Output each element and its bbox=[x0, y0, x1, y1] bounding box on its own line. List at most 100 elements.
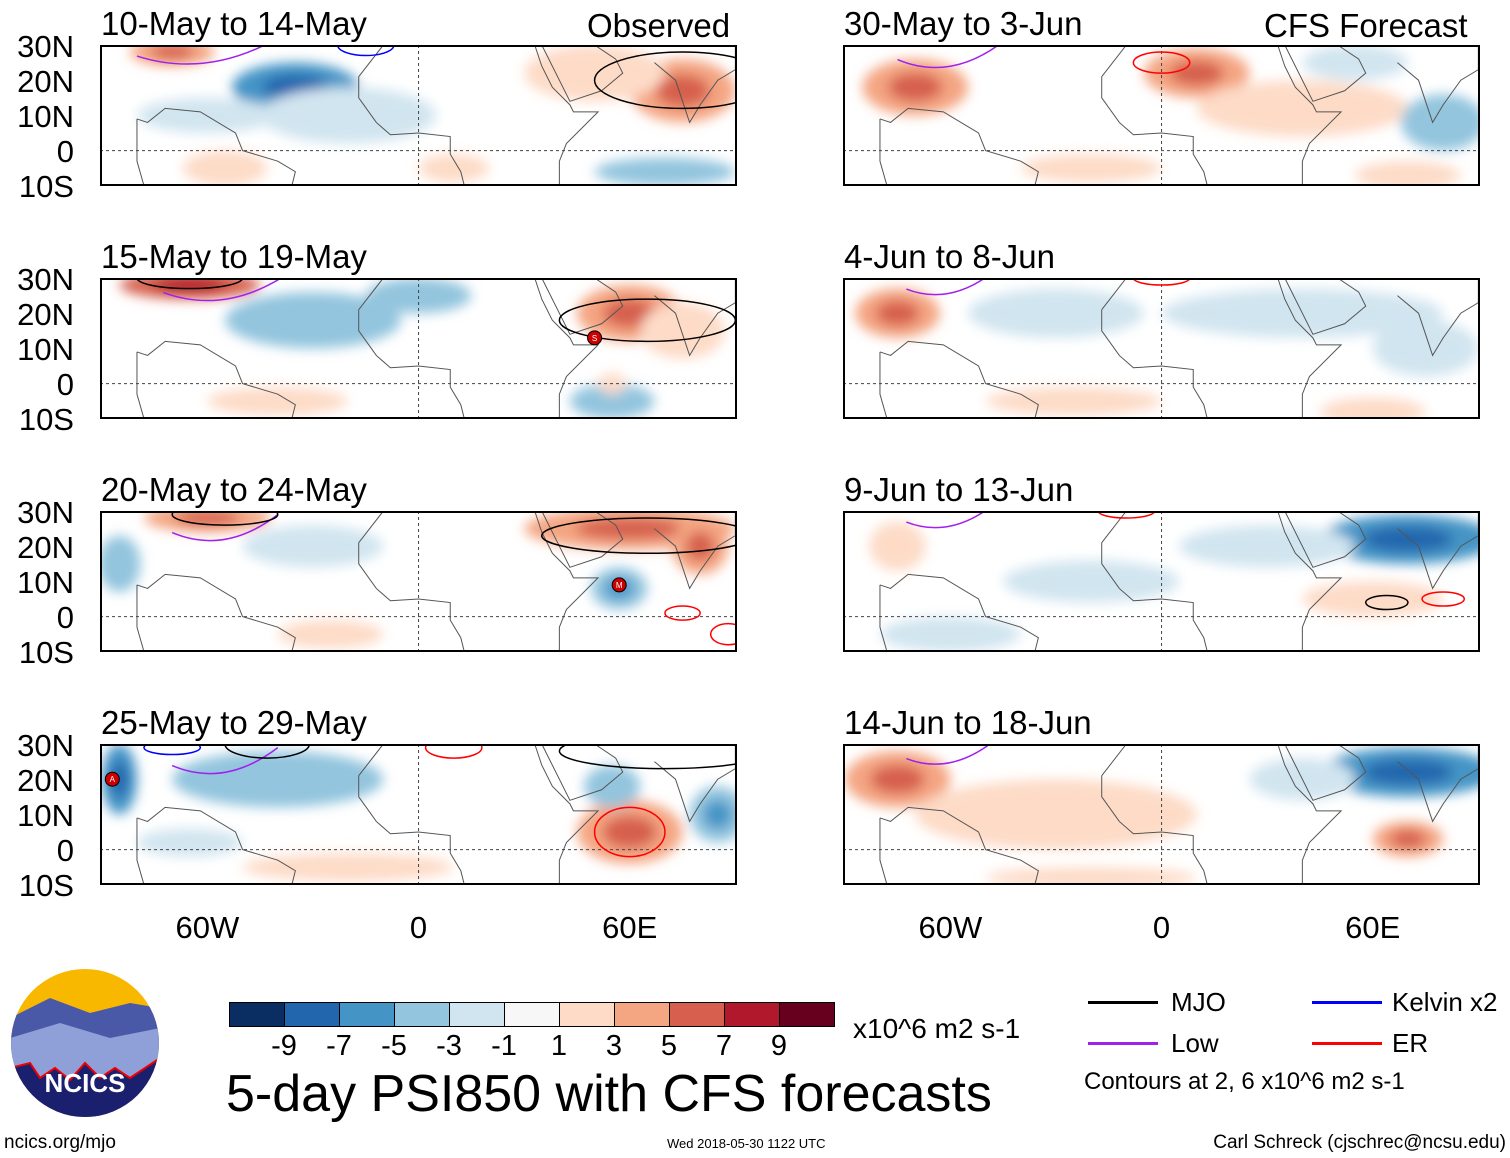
lat-tick: 30N bbox=[17, 262, 74, 297]
panel-title: 20-May to 24-May bbox=[101, 471, 367, 508]
anomaly-shading bbox=[602, 815, 657, 849]
anomaly-shading bbox=[1319, 397, 1426, 419]
legend-kelvin-line bbox=[1312, 1001, 1382, 1004]
colorbar-swatch bbox=[505, 1003, 560, 1026]
lat-tick: 30N bbox=[17, 728, 74, 763]
map-svg: A bbox=[100, 744, 737, 885]
lat-tick: 0 bbox=[56, 600, 74, 635]
anomaly-shading bbox=[915, 779, 1197, 850]
panel-title: 25-May to 29-May bbox=[101, 704, 367, 741]
coastline bbox=[1101, 511, 1343, 652]
map-svg: S bbox=[100, 278, 737, 419]
panel-title: 10-May to 14-May bbox=[101, 5, 367, 42]
colorbar-swatch bbox=[670, 1003, 725, 1026]
coastline bbox=[541, 45, 624, 102]
coastline bbox=[541, 278, 624, 335]
map-panel: A bbox=[100, 744, 737, 885]
coastline bbox=[1284, 45, 1367, 102]
coastline bbox=[136, 573, 296, 652]
anomaly-shading bbox=[174, 511, 240, 526]
wave-contour bbox=[541, 517, 737, 554]
coastline bbox=[1284, 278, 1367, 335]
lon-tick: 60E bbox=[602, 910, 658, 945]
map-panel bbox=[843, 45, 1480, 186]
lat-tick: 10N bbox=[17, 798, 74, 833]
coastline bbox=[1284, 744, 1367, 801]
colorbar-swatch bbox=[230, 1003, 285, 1026]
wave-contour bbox=[664, 605, 701, 621]
anomaly-shading bbox=[594, 157, 736, 186]
lat-tick: 20N bbox=[17, 763, 74, 798]
coastline bbox=[136, 107, 296, 186]
wave-contour bbox=[593, 806, 666, 858]
cyclone-label: M bbox=[616, 581, 623, 590]
coastline bbox=[358, 511, 600, 652]
anomaly-shading bbox=[1355, 161, 1461, 186]
tropical-cyclone-icon bbox=[611, 577, 627, 593]
map-panel: S bbox=[100, 278, 737, 419]
wave-contour bbox=[171, 511, 279, 526]
colorbar-label: 5 bbox=[660, 1030, 678, 1062]
colorbar-label: -1 bbox=[491, 1030, 517, 1062]
legend-low-line bbox=[1088, 1042, 1158, 1045]
map-panel bbox=[843, 511, 1480, 652]
anomaly-shading bbox=[870, 764, 925, 794]
anomaly-shading bbox=[640, 302, 725, 359]
wave-contour bbox=[224, 744, 311, 759]
wave-contour bbox=[558, 744, 737, 770]
anomaly-shading bbox=[1372, 320, 1479, 377]
colorbar-units: x10^6 m2 s-1 bbox=[853, 1013, 1021, 1044]
coastline bbox=[1284, 511, 1367, 568]
low-contour bbox=[906, 744, 991, 765]
anomaly-shading bbox=[584, 765, 641, 808]
wave-contour bbox=[424, 744, 483, 759]
colorbar bbox=[229, 1002, 835, 1027]
anomaly-shading bbox=[602, 298, 657, 328]
anomaly-shading bbox=[100, 535, 141, 592]
anomaly-shading bbox=[888, 72, 943, 102]
anomaly-shading bbox=[879, 616, 1021, 652]
anomaly-shading bbox=[1020, 154, 1162, 183]
footer-author: Carl Schreck (cjschrec@ncsu.edu) bbox=[1213, 1132, 1506, 1153]
anomaly-shading bbox=[365, 278, 472, 314]
lat-tick: 30N bbox=[17, 29, 74, 64]
map-frame bbox=[843, 278, 1480, 419]
lon-tick: 60E bbox=[1345, 910, 1401, 945]
coastline bbox=[879, 573, 1039, 652]
anomaly-shading bbox=[1169, 60, 1224, 86]
coastline bbox=[136, 340, 296, 419]
anomaly-shading bbox=[967, 288, 1144, 338]
anomaly-shading bbox=[875, 300, 920, 326]
coastline bbox=[358, 744, 600, 885]
anomaly-shading bbox=[1302, 45, 1408, 81]
legend-mjo-line bbox=[1088, 1001, 1158, 1004]
footer-url[interactable]: ncics.org/mjo bbox=[4, 1132, 116, 1153]
lat-tick: 0 bbox=[56, 367, 74, 402]
wave-contour bbox=[336, 45, 395, 57]
map-frame bbox=[100, 45, 737, 186]
coastline bbox=[879, 340, 1039, 419]
map-frame bbox=[843, 45, 1480, 186]
colorbar-label: 3 bbox=[605, 1030, 623, 1062]
tropical-cyclone-icon bbox=[587, 330, 603, 346]
coastline bbox=[1101, 45, 1343, 186]
wave-contour bbox=[1097, 511, 1156, 519]
legend-er-line bbox=[1312, 1042, 1382, 1045]
wave-contour bbox=[1132, 278, 1191, 286]
lon-tick: 0 bbox=[1152, 910, 1171, 945]
tropical-cyclone-icon bbox=[104, 771, 120, 787]
wave-contour bbox=[1132, 51, 1191, 74]
ncics-logo: NCICS bbox=[11, 969, 159, 1117]
low-contour bbox=[171, 514, 279, 542]
wave-contour bbox=[143, 744, 202, 756]
logo-text: NCICS bbox=[45, 1068, 126, 1098]
panel-title: 9-Jun to 13-Jun bbox=[844, 471, 1074, 508]
lat-tick: 10N bbox=[17, 565, 74, 600]
anomaly-shading bbox=[1362, 526, 1453, 552]
lon-tick: 0 bbox=[409, 910, 428, 945]
colorbar-swatch bbox=[340, 1003, 395, 1026]
legend-mjo: MJO bbox=[1171, 987, 1226, 1017]
anomaly-shading bbox=[242, 853, 454, 882]
coastline bbox=[879, 806, 1039, 885]
